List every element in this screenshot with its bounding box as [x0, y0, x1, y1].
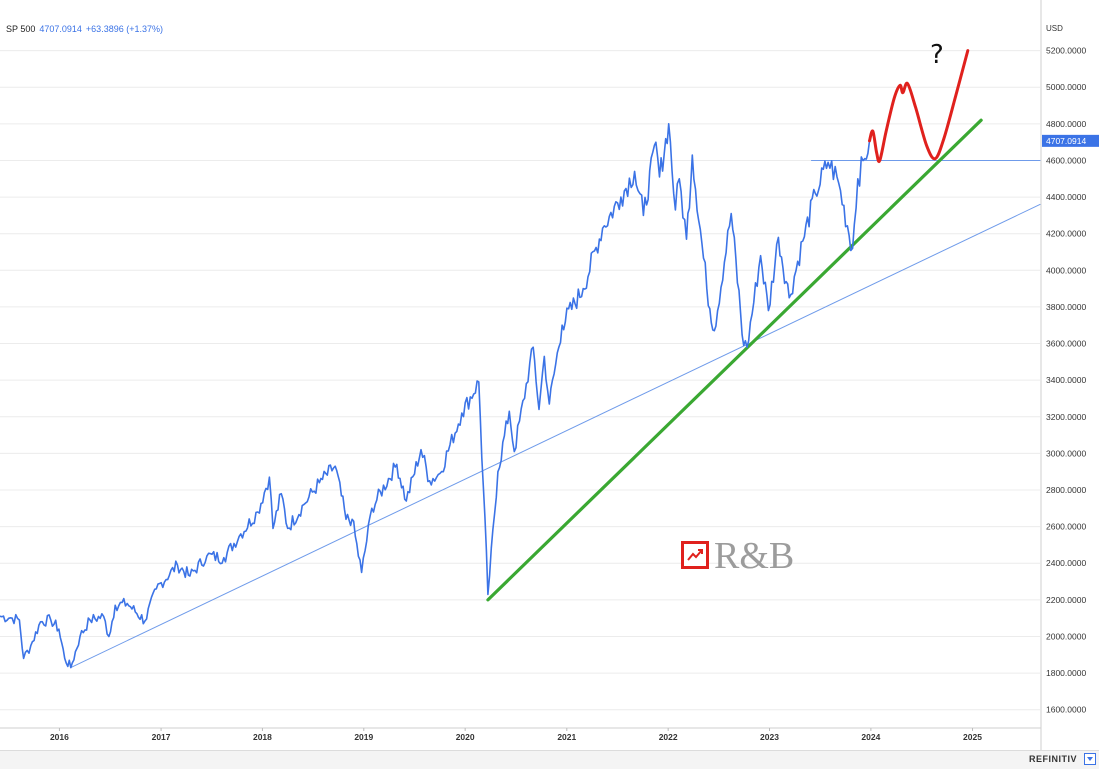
last-price-tag-label: 4707.0914 [1046, 136, 1086, 146]
price-line [0, 123, 871, 669]
last-price: 4707.0914 [39, 24, 82, 34]
y-tick-label: 2800.0000 [1046, 485, 1086, 495]
red-forecast-line [867, 49, 970, 164]
quote-header: SP 500 4707.0914 +63.3896 (+1.37%) [6, 24, 163, 34]
x-tick-label: 2016 [50, 732, 69, 742]
y-tick-label: 1800.0000 [1046, 668, 1086, 678]
y-tick-label: 5200.0000 [1046, 46, 1086, 56]
y-tick-label: 3400.0000 [1046, 375, 1086, 385]
vendor-label: REFINITIV [1028, 754, 1077, 764]
x-tick-label: 2022 [659, 732, 678, 742]
footer-bar: REFINITIV [0, 750, 1099, 769]
x-tick-label: 2019 [354, 732, 373, 742]
chart-trend-icon [681, 541, 709, 569]
x-tick-label: 2018 [253, 732, 272, 742]
last-price-tag [1042, 134, 1099, 147]
y-tick-label: 4200.0000 [1046, 229, 1086, 239]
y-tick-label: 4400.0000 [1046, 192, 1086, 202]
y-tick-label: 2600.0000 [1046, 522, 1086, 532]
x-tick-label: 2025 [963, 732, 982, 742]
x-tick-label: 2020 [456, 732, 475, 742]
x-tick-label: 2021 [557, 732, 576, 742]
y-tick-label: 3800.0000 [1046, 302, 1086, 312]
y-tick-label: 4000.0000 [1046, 265, 1086, 275]
y-tick-label: 3600.0000 [1046, 339, 1086, 349]
question-annotation: ? [930, 40, 944, 70]
y-tick-label: 3200.0000 [1046, 412, 1086, 422]
y-tick-label: 4800.0000 [1046, 119, 1086, 129]
y-tick-label: 2400.0000 [1046, 558, 1086, 568]
x-tick-label: 2024 [861, 732, 880, 742]
y-tick-label: 3000.0000 [1046, 448, 1086, 458]
y-tick-label: 5000.0000 [1046, 82, 1086, 92]
watermark-text: R&B [714, 535, 795, 577]
x-tick-label: 2023 [760, 732, 779, 742]
price-change: +63.3896 (+1.37%) [85, 24, 163, 34]
vendor-menu-button[interactable] [1084, 753, 1096, 765]
long-trendline-line [70, 203, 1041, 669]
y-axis-currency-label: USD [1046, 24, 1063, 33]
symbol-label: SP 500 [6, 24, 36, 34]
y-tick-label: 4600.0000 [1046, 155, 1086, 165]
green-trendline-line [486, 118, 983, 602]
x-tick-label: 2017 [152, 732, 171, 742]
y-tick-label: 2000.0000 [1046, 631, 1086, 641]
y-tick-label: 1600.0000 [1046, 705, 1086, 715]
y-tick-label: 2200.0000 [1046, 595, 1086, 605]
